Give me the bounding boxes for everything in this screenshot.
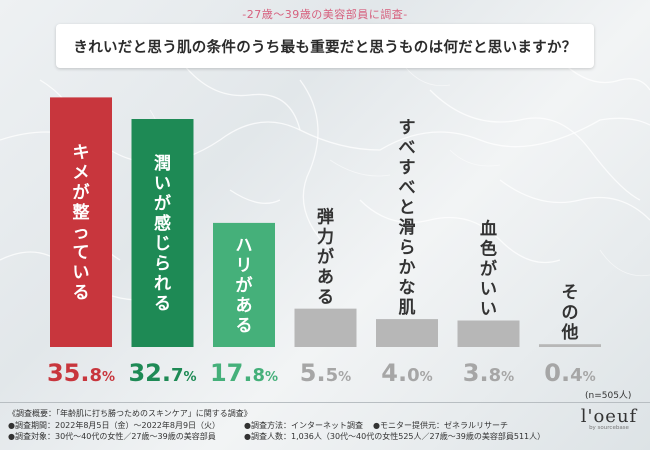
value-label-2: 32.7% [128,359,196,387]
footer-divider [0,402,650,403]
bar-6 [457,320,520,347]
logo-wordmark: l'oeuf [580,406,638,427]
value-label-3: 17.8% [210,359,278,387]
value-label-6: 3.8% [463,359,514,387]
note-period: ●調査期間：2022年8月5日（金）～2022年8月9日（火） [8,420,221,430]
logo-byline: by sourcebase [589,425,629,431]
category-label-4: 弾力がある [317,207,334,308]
question-text: きれいだと思う肌の条件のうち最も重要だと思うものは何だと思いますか？ [73,39,577,56]
sample-size: (n=505人) [585,391,632,401]
category-label-6: 血色がいい [480,219,497,320]
value-label-1: 35.8% [47,359,115,387]
bar-4 [294,308,357,347]
value-label-5: 4.0% [381,359,432,387]
question-title-bar: きれいだと思う肌の条件のうち最も重要だと思うものは何だと思いますか？ [56,24,594,68]
bar-2 [131,119,194,347]
category-label-1: キメが整っている [73,143,90,303]
category-label-5: すべすべと滑らかな肌 [399,118,416,318]
note-overview: 《調査概要：「年齢肌に打ち勝つためのスキンケア」に関する調査》 [8,409,252,418]
bar-3 [213,222,275,347]
value-label-7: 0.4% [544,359,595,387]
note-count: ●調査人数：1,036人（30代～40代の女性525人／27歳～39歳の美容部員… [244,432,546,441]
bar-1 [50,97,112,348]
category-label-2: 潤いが感じられる [154,154,171,314]
bar-5 [376,319,438,347]
survey-tag: -27歳～39歳の美容部員に調査- [242,8,408,21]
bar-7 [539,344,601,347]
note-monitor: ●モニター提供元：ゼネラルリサーチ [372,420,508,430]
category-label-7: その他 [561,283,579,343]
survey-notes: 《調査概要：「年齢肌に打ち勝つためのスキンケア」に関する調査》 ●調査期間：20… [8,408,568,443]
note-method: ●調査方法：インターネット調査 [244,420,363,430]
brand-logo: l'oeuf by sourcebase [574,406,644,431]
category-label-3: ハリがある [236,236,253,336]
note-target: ●調査対象：30代～40代の女性／27歳～39歳の美容部員 [8,432,216,441]
value-label-4: 5.5% [300,359,351,387]
